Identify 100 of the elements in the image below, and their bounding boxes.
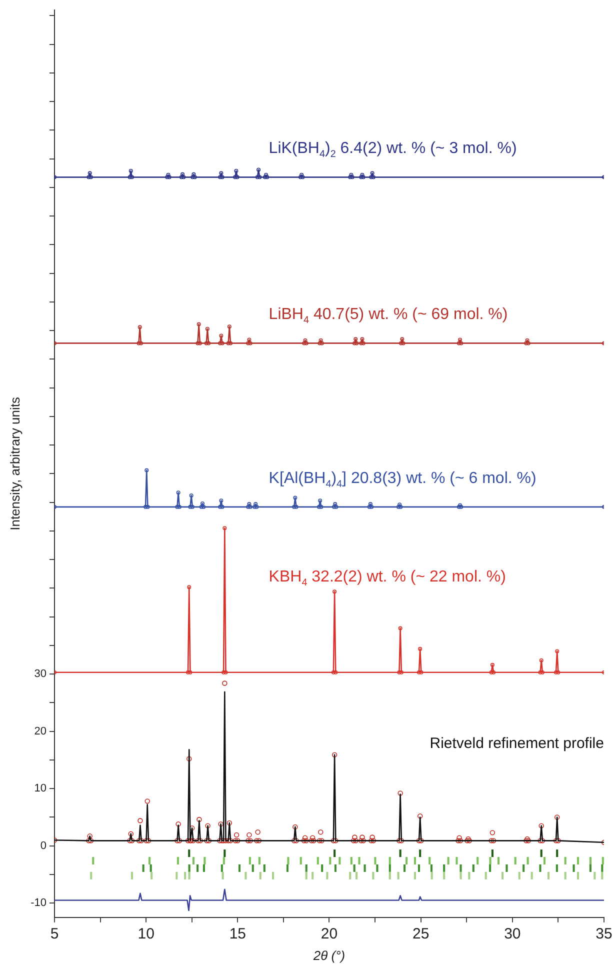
- x-axis-title: 2θ (°): [312, 948, 346, 963]
- bar: [514, 856, 516, 864]
- point: [456, 504, 461, 509]
- bar: [388, 856, 391, 864]
- bar: [489, 856, 492, 864]
- bar: [222, 856, 225, 864]
- bar: [388, 872, 391, 880]
- bar: [326, 872, 328, 880]
- point: [227, 324, 232, 329]
- point: [188, 670, 192, 674]
- bar: [460, 872, 462, 880]
- point: [258, 175, 262, 180]
- point: [418, 646, 422, 651]
- bar: [286, 864, 289, 872]
- annotation: Rietveld refinement profile: [430, 734, 604, 752]
- point: [459, 504, 464, 509]
- point: [538, 670, 542, 674]
- bar: [372, 872, 374, 880]
- bar: [150, 864, 152, 872]
- bar: [196, 864, 199, 872]
- point: [265, 175, 270, 180]
- bar: [252, 864, 254, 872]
- bar: [92, 856, 94, 864]
- point: [144, 468, 149, 472]
- bar: [419, 850, 422, 858]
- point: [361, 175, 366, 180]
- bar: [202, 864, 205, 872]
- bar: [356, 872, 358, 880]
- bar: [184, 872, 186, 880]
- bar: [321, 864, 324, 872]
- bar: [397, 872, 400, 880]
- point: [206, 341, 211, 346]
- bar: [472, 864, 474, 872]
- point: [459, 341, 464, 346]
- bar: [305, 872, 308, 880]
- point: [130, 175, 134, 180]
- bar: [547, 872, 550, 880]
- point: [254, 502, 258, 506]
- point: [354, 341, 359, 346]
- point: [371, 175, 376, 180]
- point: [350, 175, 354, 180]
- point: [187, 585, 192, 590]
- point: [246, 341, 250, 346]
- point: [234, 168, 238, 173]
- point: [556, 670, 560, 674]
- point: [399, 341, 404, 346]
- point: [397, 670, 402, 674]
- point: [167, 175, 172, 180]
- x-tick-label: 35: [596, 926, 612, 943]
- point: [196, 341, 200, 346]
- point: [264, 172, 268, 177]
- point: [256, 168, 261, 172]
- bar: [263, 864, 266, 872]
- point: [247, 338, 252, 342]
- point: [354, 337, 358, 342]
- y-tick-label: 20: [34, 725, 46, 738]
- bar: [404, 864, 406, 872]
- point: [204, 341, 208, 346]
- bar: [497, 856, 500, 864]
- point: [458, 503, 462, 508]
- point: [360, 337, 364, 342]
- bar: [539, 864, 542, 872]
- bar: [460, 864, 462, 872]
- point: [88, 171, 92, 176]
- bar: [300, 856, 302, 864]
- bar: [364, 864, 366, 872]
- bar: [374, 856, 376, 864]
- y-tick-label: 0: [40, 840, 46, 852]
- bar: [601, 872, 604, 880]
- bar: [456, 856, 458, 864]
- point: [144, 504, 148, 509]
- point: [526, 341, 530, 346]
- point: [218, 504, 222, 509]
- bar: [501, 872, 504, 880]
- bar: [224, 850, 226, 858]
- point: [128, 168, 133, 173]
- bar: [204, 856, 206, 864]
- point: [190, 175, 195, 180]
- bar: [589, 856, 592, 864]
- bar: [287, 856, 290, 864]
- point: [218, 341, 222, 346]
- bar: [414, 856, 416, 864]
- point: [220, 175, 224, 180]
- bar: [334, 850, 336, 858]
- point: [218, 175, 222, 180]
- bar: [518, 872, 520, 880]
- point: [401, 341, 406, 346]
- bar: [150, 872, 153, 880]
- bar: [244, 872, 247, 880]
- bar: [589, 864, 592, 872]
- point: [219, 171, 224, 176]
- point: [226, 341, 230, 346]
- point: [539, 658, 544, 662]
- point: [177, 504, 182, 509]
- point: [182, 175, 186, 180]
- point: [492, 670, 496, 674]
- x-tick-label: 15: [229, 926, 246, 943]
- bar: [476, 856, 479, 864]
- bar: [188, 850, 190, 858]
- point: [359, 175, 364, 180]
